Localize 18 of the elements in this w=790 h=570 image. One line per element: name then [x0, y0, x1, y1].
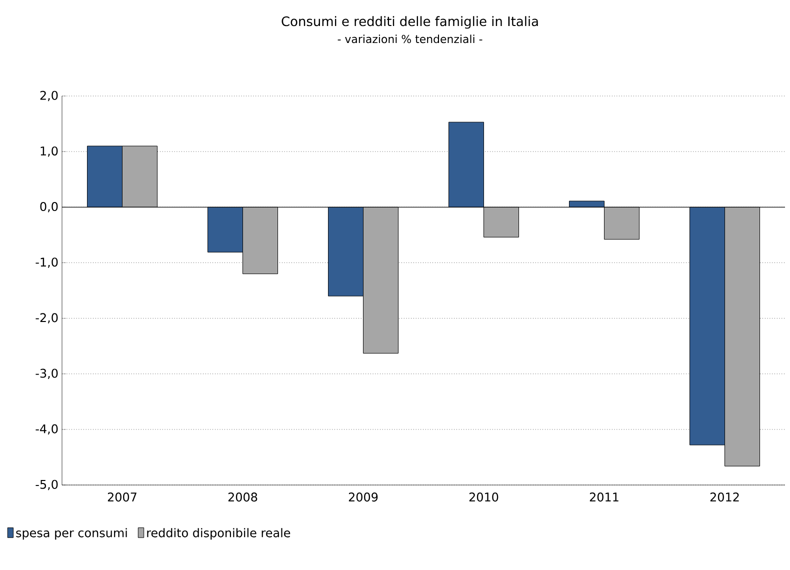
- legend-label: spesa per consumi: [16, 528, 127, 540]
- x-tick-label: 2009: [348, 492, 378, 502]
- y-tick-label: -1,0: [36, 258, 58, 268]
- x-tick-label: 2011: [590, 492, 618, 502]
- x-tick-label: 2008: [228, 492, 258, 502]
- x-tick-label: 2007: [108, 492, 136, 502]
- y-tick-label: -3,0: [36, 368, 58, 379]
- y-tick-label: 1,0: [40, 146, 58, 157]
- x-tick-label: 2012: [710, 492, 739, 502]
- y-tick-label: 0,0: [40, 202, 58, 212]
- y-tick-label: -5,0: [36, 480, 58, 490]
- chart-subtitle: - variazioni % tendenziali -: [338, 34, 482, 44]
- chart-title: Consumi e redditi delle famiglie in Italia: [282, 16, 538, 29]
- y-tick-label: 2,0: [40, 90, 58, 102]
- y-tick-label: -2,0: [36, 313, 58, 324]
- y-tick-label: -4,0: [36, 424, 58, 435]
- x-tick-label: 2010: [469, 492, 498, 502]
- legend-label: reddito disponibile reale: [147, 528, 290, 540]
